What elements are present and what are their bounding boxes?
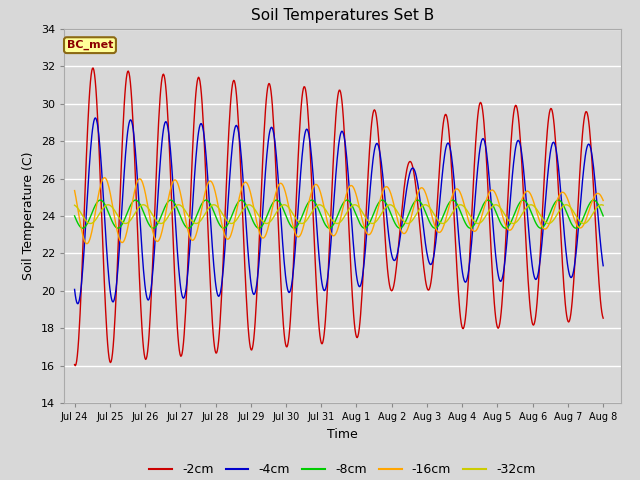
-8cm (132, 197, 140, 203)
-16cm (257, 234, 265, 240)
-2cm (424, 287, 432, 293)
-2cm (71, 362, 79, 368)
-4cm (257, 228, 265, 234)
-32cm (210, 202, 218, 208)
-4cm (395, 245, 403, 251)
-2cm (257, 188, 265, 194)
-32cm (71, 203, 79, 208)
-2cm (90, 65, 97, 71)
-16cm (71, 188, 79, 193)
Line: -2cm: -2cm (75, 68, 603, 366)
-4cm (278, 221, 285, 227)
-8cm (230, 206, 238, 212)
-4cm (134, 185, 142, 191)
Text: BC_met: BC_met (67, 40, 113, 50)
Line: -16cm: -16cm (75, 178, 603, 244)
-2cm (395, 243, 403, 249)
-8cm (278, 202, 285, 208)
-4cm (424, 256, 432, 262)
-8cm (71, 213, 79, 219)
-8cm (424, 216, 432, 222)
-32cm (231, 218, 239, 224)
Line: -32cm: -32cm (75, 205, 603, 224)
-16cm (231, 215, 239, 221)
-16cm (395, 220, 403, 226)
-16cm (134, 178, 142, 183)
X-axis label: Time: Time (327, 428, 358, 441)
-32cm (257, 217, 265, 223)
-2cm (278, 288, 285, 294)
-8cm (273, 197, 280, 203)
-8cm (599, 213, 607, 219)
Line: -8cm: -8cm (75, 200, 603, 228)
Line: -4cm: -4cm (75, 118, 603, 304)
-16cm (100, 175, 108, 180)
-16cm (424, 198, 432, 204)
-8cm (257, 225, 264, 230)
Y-axis label: Soil Temperature (C): Soil Temperature (C) (22, 152, 35, 280)
-4cm (231, 124, 239, 130)
-32cm (599, 203, 607, 208)
-16cm (83, 241, 91, 247)
-2cm (134, 240, 142, 245)
-16cm (599, 198, 607, 204)
-32cm (86, 221, 94, 227)
-4cm (92, 115, 99, 121)
-32cm (278, 203, 285, 209)
-2cm (599, 315, 607, 321)
-32cm (424, 203, 432, 209)
-4cm (71, 287, 79, 292)
Legend: -2cm, -4cm, -8cm, -16cm, -32cm: -2cm, -4cm, -8cm, -16cm, -32cm (145, 458, 540, 480)
-32cm (134, 207, 141, 213)
Title: Soil Temperatures Set B: Soil Temperatures Set B (251, 9, 434, 24)
-2cm (231, 81, 239, 87)
-4cm (599, 263, 607, 269)
-8cm (395, 225, 403, 231)
-32cm (395, 211, 403, 216)
-4cm (74, 301, 82, 307)
-8cm (149, 225, 157, 231)
-2cm (72, 363, 79, 369)
-16cm (278, 180, 285, 186)
